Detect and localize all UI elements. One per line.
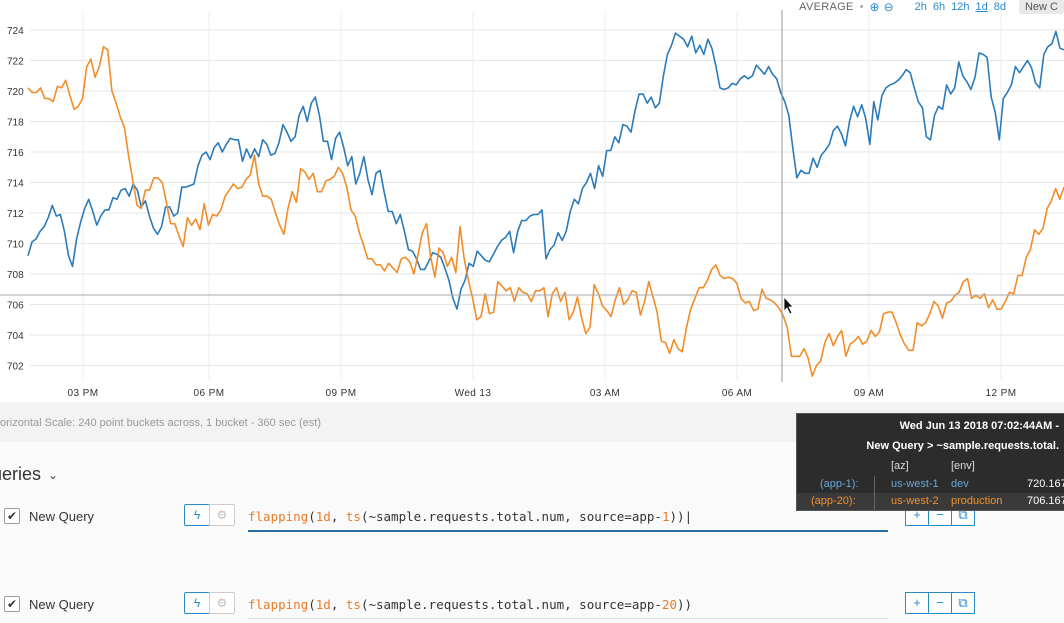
tooltip-env: dev [951,478,969,490]
chart-grid [30,10,1064,382]
new-chart-button[interactable]: New C [1018,0,1064,14]
query-name[interactable]: New Query [29,509,95,524]
x-axis: 03 PM 06 PM 09 PM Wed 13 03 AM 06 AM 09 AM 12 P… [68,388,1017,399]
tooltip-divider [874,476,875,510]
expr-part: )) [669,509,685,524]
y-tick-label: 720 [7,87,24,98]
expr-number: 1d [315,509,331,524]
queries-header[interactable]: ueries ⌄ [0,464,58,485]
gear-icon[interactable]: ⚙ [209,504,235,526]
tooltip-header-az: [az] [891,460,909,472]
expr-part: )) [677,597,693,612]
query-checkbox[interactable]: ✔ [4,596,20,612]
y-tick-label: 708 [7,270,24,281]
query-actions: + − ⧉ [905,592,975,614]
mouse-cursor-icon [783,295,794,315]
x-tick-label: 06 PM [194,388,225,399]
y-tick-label: 712 [7,209,24,220]
tooltip-env: production [951,495,1003,507]
query-row: ✔ New Query ϟ ⚙ flapping(1d, ts(~sample.… [0,504,1064,548]
tooltip-row: (app-1): us-west-1 dev 720.167 [797,476,1064,494]
horizontal-scale-text: orizontal Scale: 240 point buckets acros… [0,417,321,429]
y-axis: 702 704 706 708 710 712 714 716 718 720 722 724 [7,26,24,373]
x-tick-label: 06 AM [722,388,752,399]
remove-query-button[interactable]: − [928,592,952,614]
y-tick-label: 714 [7,179,24,190]
range-1d[interactable]: 1d [975,0,988,13]
hover-tooltip: Wed Jun 13 2018 07:02:44AM - New Query >… [796,413,1064,511]
line-chart[interactable]: 702 704 706 708 710 712 714 716 718 720 722 724 03 … [0,10,1064,402]
chart-series [27,30,1064,378]
tooltip-az: us-west-2 [891,495,939,507]
tooltip-date: Wed Jun 13 2018 07:02:44AM - [899,420,1059,432]
tooltip-header-env: [env] [951,460,975,472]
x-tick-label: 03 PM [68,388,99,399]
tooltip-query: New Query > ~sample.requests.total. [866,440,1059,452]
series-line-app-20[interactable] [27,45,1064,378]
tooltip-source: (app-20): [811,495,856,507]
flash-icon[interactable]: ϟ [184,592,210,614]
tooltip-value: 720.167 [1027,478,1064,490]
y-tick-label: 724 [7,26,24,37]
x-tick-label: 09 PM [326,388,357,399]
y-tick-label: 710 [7,240,24,251]
x-tick-label: 12 PM [986,388,1017,399]
tooltip-value: 706.167 [1027,495,1064,507]
expr-number: 1 [661,509,670,524]
x-tick-label: 09 AM [854,388,884,399]
x-tick-label: 03 AM [590,388,620,399]
expr-part: ( [308,597,316,612]
expr-number: 20 [661,597,678,612]
y-tick-label: 716 [7,148,24,159]
y-tick-label: 704 [7,331,24,342]
query-checkbox[interactable]: ✔ [4,508,20,524]
tooltip-az: us-west-1 [891,478,939,490]
zoom-in-icon[interactable]: ⊕ [869,0,880,14]
crosshair [0,10,1064,382]
series-line-app-1[interactable] [27,30,1064,310]
tooltip-row: (app-20): us-west-2 production 706.167 [797,493,1064,510]
tooltip-source: (app-1): [820,478,859,490]
x-tick-label: Wed 13 [455,388,492,399]
query-expression-input[interactable]: flapping(1d, ts(~sample.requests.total.n… [248,509,888,532]
query-expression-input[interactable]: flapping(1d, ts(~sample.requests.total.n… [248,597,888,619]
aggregation-label[interactable]: AVERAGE [799,0,854,13]
queries-title: ueries [0,464,42,484]
chart-toolbar: AVERAGE • ⊕ ⊖ 2h 6h 12h 1d 8d New C [799,0,1064,14]
range-8d[interactable]: 8d [993,0,1006,13]
range-12h[interactable]: 12h [951,0,970,13]
y-tick-label: 718 [7,118,24,129]
chevron-down-icon[interactable]: ⌄ [48,467,59,482]
y-tick-label: 706 [7,301,24,312]
expr-function: ts [345,509,361,524]
range-6h[interactable]: 6h [932,0,946,13]
expr-function: flapping [248,509,309,524]
expr-function: flapping [248,597,309,612]
query-name[interactable]: New Query [29,597,95,612]
add-query-button[interactable]: + [905,592,929,614]
expr-part: ( [308,509,316,524]
expr-function: ts [345,597,361,612]
flash-icon[interactable]: ϟ [184,504,210,526]
separator-dot: • [859,0,864,13]
expr-part: (~sample.requests.total.num, source=app- [360,597,662,612]
text-cursor: | [684,509,693,524]
gear-icon[interactable]: ⚙ [209,592,235,614]
query-row: ✔ New Query ϟ ⚙ flapping(1d, ts(~sample.… [0,592,1064,623]
y-tick-label: 722 [7,57,24,68]
copy-query-button[interactable]: ⧉ [951,592,975,614]
zoom-out-icon[interactable]: ⊖ [883,0,894,14]
expr-part: , [330,597,346,612]
y-tick-label: 702 [7,362,24,373]
expr-number: 1d [315,597,331,612]
expr-part: (~sample.requests.total.num, source=app- [360,509,662,524]
range-2h[interactable]: 2h [914,0,927,13]
expr-part: , [330,509,346,524]
